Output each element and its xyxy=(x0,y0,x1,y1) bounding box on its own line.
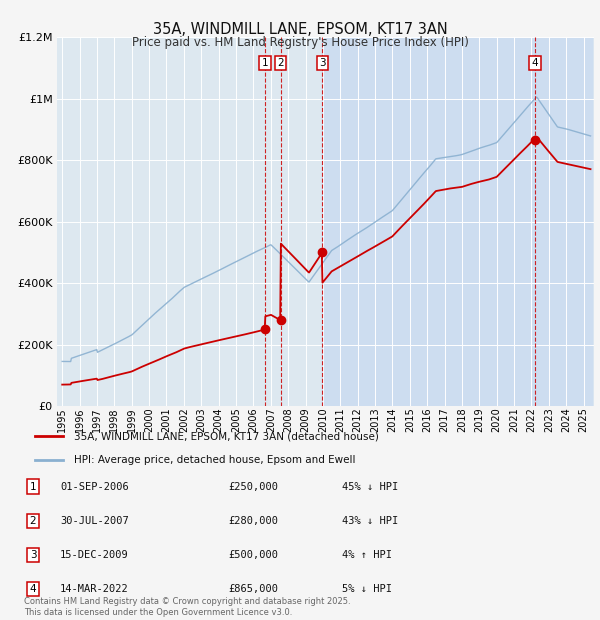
Text: 45% ↓ HPI: 45% ↓ HPI xyxy=(342,482,398,492)
Text: 35A, WINDMILL LANE, EPSOM, KT17 3AN: 35A, WINDMILL LANE, EPSOM, KT17 3AN xyxy=(152,22,448,37)
Text: £250,000: £250,000 xyxy=(228,482,278,492)
Text: 5% ↓ HPI: 5% ↓ HPI xyxy=(342,584,392,594)
Text: 15-DEC-2009: 15-DEC-2009 xyxy=(60,550,129,560)
Text: 2: 2 xyxy=(278,58,284,68)
Text: 1: 1 xyxy=(29,482,37,492)
Text: £865,000: £865,000 xyxy=(228,584,278,594)
Text: 35A, WINDMILL LANE, EPSOM, KT17 3AN (detached house): 35A, WINDMILL LANE, EPSOM, KT17 3AN (det… xyxy=(74,432,379,441)
Text: HPI: Average price, detached house, Epsom and Ewell: HPI: Average price, detached house, Epso… xyxy=(74,454,355,464)
Text: 4: 4 xyxy=(532,58,538,68)
Text: £500,000: £500,000 xyxy=(228,550,278,560)
Text: 01-SEP-2006: 01-SEP-2006 xyxy=(60,482,129,492)
Text: 3: 3 xyxy=(319,58,326,68)
Bar xyxy=(322,37,592,406)
Text: 3: 3 xyxy=(29,550,37,560)
Text: 30-JUL-2007: 30-JUL-2007 xyxy=(60,516,129,526)
Text: £280,000: £280,000 xyxy=(228,516,278,526)
Text: Price paid vs. HM Land Registry's House Price Index (HPI): Price paid vs. HM Land Registry's House … xyxy=(131,36,469,49)
Text: 43% ↓ HPI: 43% ↓ HPI xyxy=(342,516,398,526)
Text: Contains HM Land Registry data © Crown copyright and database right 2025.
This d: Contains HM Land Registry data © Crown c… xyxy=(24,598,350,617)
Text: 4: 4 xyxy=(29,584,37,594)
Text: 1: 1 xyxy=(262,58,268,68)
Text: 4% ↑ HPI: 4% ↑ HPI xyxy=(342,550,392,560)
Text: 2: 2 xyxy=(29,516,37,526)
Text: 14-MAR-2022: 14-MAR-2022 xyxy=(60,584,129,594)
